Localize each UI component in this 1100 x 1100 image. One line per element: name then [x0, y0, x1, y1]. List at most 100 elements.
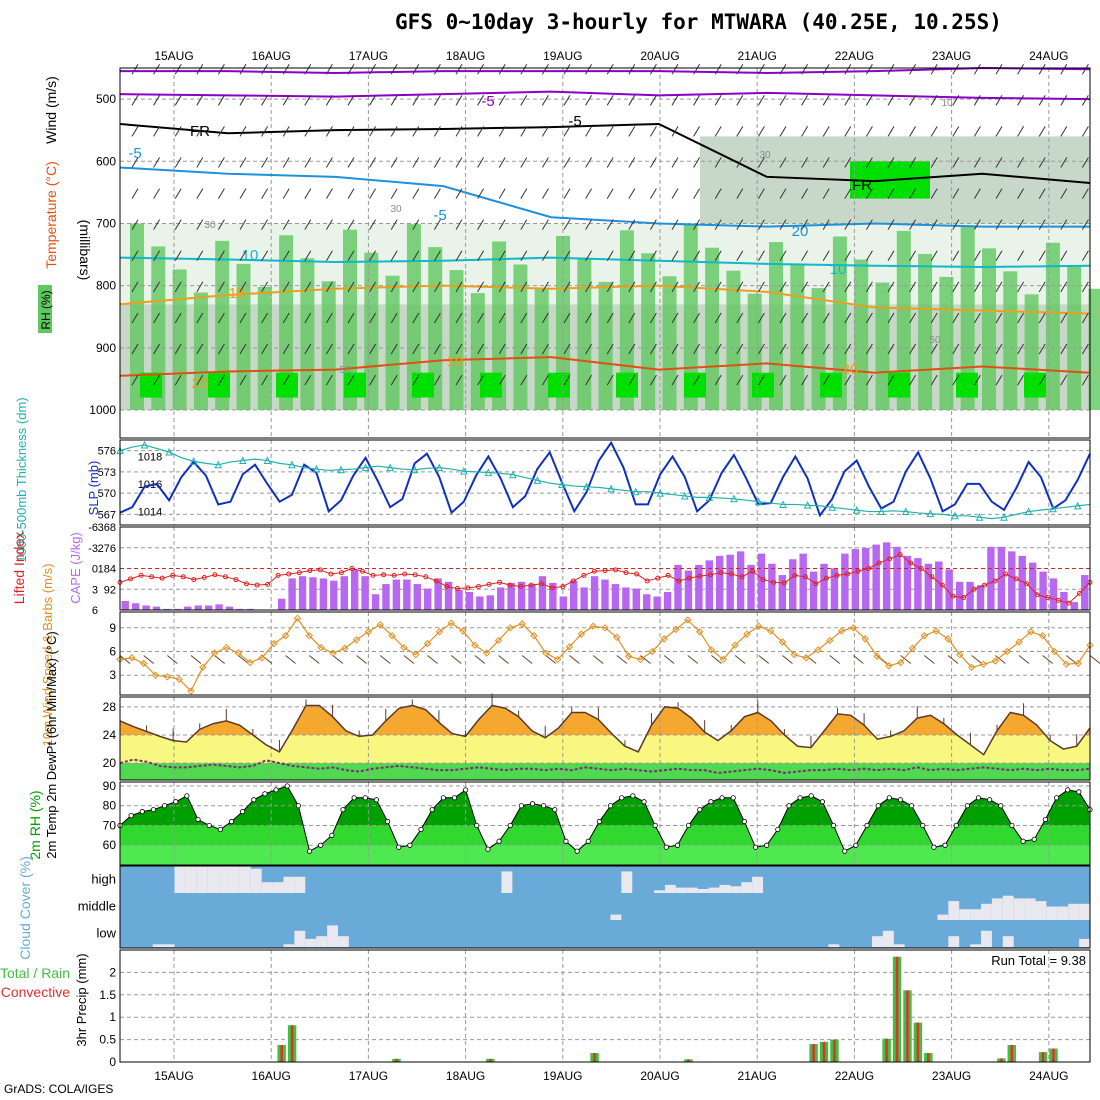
cape-bar	[1039, 571, 1047, 610]
rh2m-point	[607, 803, 614, 809]
contour-label: 10	[242, 247, 259, 264]
thickness-point	[951, 511, 959, 520]
wind-barb	[844, 250, 852, 262]
wind-barb	[1060, 343, 1068, 355]
wind-barb	[585, 343, 593, 355]
cloud-bar-middle	[959, 909, 971, 920]
wind-barb	[887, 157, 895, 168]
wind-barb	[174, 250, 182, 262]
rh2m-point	[496, 838, 502, 844]
li-point	[613, 567, 619, 573]
wind-barb	[455, 374, 463, 386]
wind-barb	[498, 188, 506, 199]
wind-barb	[498, 219, 506, 230]
rh-column	[513, 264, 528, 410]
rh2m-point	[730, 795, 736, 801]
thickness-point	[189, 457, 198, 465]
thickness-point	[165, 447, 173, 456]
temperature-axis-label: Temperature (°C)	[43, 161, 59, 269]
cloud-bar-middle	[981, 903, 992, 920]
li-point	[539, 581, 545, 587]
cape-bar	[580, 587, 588, 610]
wind-barb	[649, 374, 657, 386]
profile-panel: 5006007008009001000-5FR-5-510152020-5FR1…	[89, 63, 1100, 438]
wind-barb	[131, 157, 139, 168]
wind-barb	[282, 95, 290, 106]
wind-barb	[390, 63, 398, 75]
wind-barb	[304, 250, 312, 262]
wind-barb	[693, 281, 701, 293]
temp-tick: 24	[103, 728, 117, 742]
wind-barb	[736, 312, 744, 324]
wind-barb	[282, 343, 290, 355]
cloud-bar-high	[272, 882, 284, 893]
rh2m-point	[964, 803, 970, 809]
wind-barb	[585, 157, 593, 168]
wind-barb	[477, 343, 485, 355]
wind-speed-point	[482, 649, 491, 657]
wind-barb	[671, 157, 679, 168]
precip-tick: 0	[109, 1055, 116, 1069]
wind-barb	[477, 188, 485, 199]
wind-barb	[433, 63, 441, 75]
rh2m-tick: 70	[103, 818, 117, 832]
wind-barb	[640, 655, 651, 664]
thickness-point	[902, 507, 910, 516]
thickness-point	[754, 497, 763, 506]
isotherm-line	[120, 66, 1091, 74]
rh2m-point	[752, 844, 759, 850]
wind-barb	[801, 63, 809, 75]
wind-barb	[995, 281, 1003, 293]
cape-bar	[163, 608, 171, 610]
rh2m-point	[1009, 822, 1015, 829]
wind-barb	[779, 126, 787, 137]
li-point	[823, 575, 829, 581]
cape-bar	[716, 555, 724, 610]
rh2m-point	[764, 842, 770, 848]
wind-barb	[995, 343, 1003, 355]
wind-barb	[606, 95, 614, 106]
li-point	[497, 579, 503, 585]
cloud-bar-high	[185, 866, 197, 893]
wind-barb	[844, 343, 852, 355]
wind-barb	[801, 250, 809, 262]
wind-speed-point	[553, 655, 562, 664]
cape-bar	[350, 569, 359, 610]
wind-barb	[477, 95, 485, 106]
cape-tick: 92	[104, 584, 116, 596]
wind-barb	[520, 250, 528, 262]
date-label-top: 19AUG	[543, 49, 582, 63]
contour-label: 50	[339, 365, 351, 376]
cloud-bar-high	[174, 866, 186, 893]
wind-speed-point	[329, 649, 337, 657]
slp-tick: 1018	[138, 451, 162, 463]
wind-speed-point	[790, 650, 798, 659]
rh-column	[641, 253, 656, 410]
wind-barb	[592, 655, 604, 664]
li-tick: 3	[92, 584, 98, 596]
cape-bar	[778, 575, 787, 610]
wind-barb	[714, 219, 722, 230]
rh2m-point	[173, 799, 179, 805]
rh2m-point	[206, 822, 212, 829]
cape-bar	[288, 578, 296, 610]
wind-barb	[217, 281, 225, 293]
wind-barb	[822, 188, 830, 199]
wind-barb	[520, 281, 528, 293]
wind-speed-point	[234, 649, 243, 657]
wind-barb	[369, 63, 377, 75]
rh2m-point	[240, 809, 246, 815]
wind-barb	[865, 250, 873, 262]
cloud-bar-high	[196, 866, 208, 893]
wind-barb	[671, 281, 679, 293]
rh2m-point	[953, 822, 959, 829]
li-point	[549, 585, 555, 591]
thickness-point	[288, 460, 296, 469]
wind-barb	[930, 95, 938, 106]
wind-barb	[585, 95, 593, 106]
wind-barb	[671, 250, 679, 262]
li-point	[686, 575, 692, 581]
cape-bar	[841, 553, 849, 610]
